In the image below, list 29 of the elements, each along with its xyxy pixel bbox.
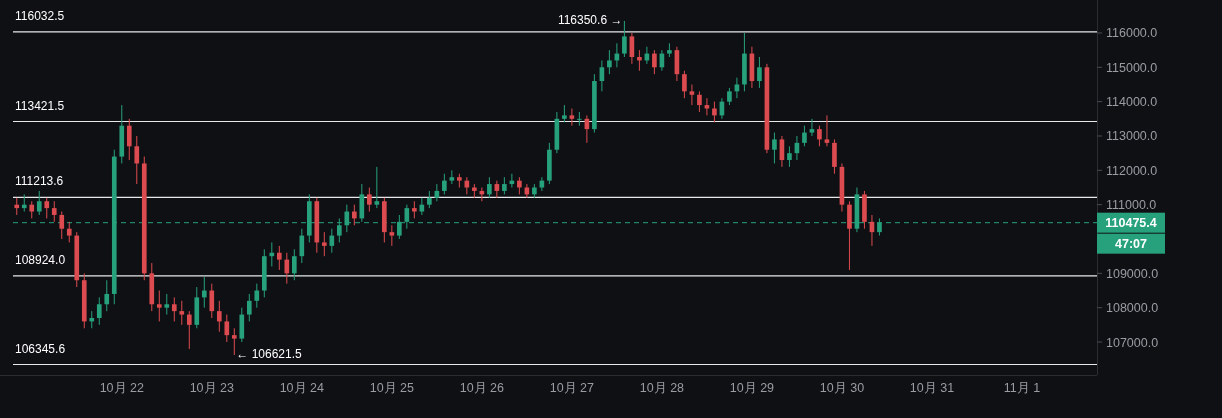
annotation: ← 106621.5	[236, 347, 303, 362]
ref-line-label: 111213.6	[15, 174, 64, 189]
y-tick-label: 108000.0	[1106, 301, 1159, 316]
x-tick-label: 10月 30	[819, 381, 865, 395]
annotation: 116350.6 →	[557, 12, 623, 27]
y-tick-label: 109000.0	[1106, 266, 1159, 281]
y-tick-label: 114000.0	[1106, 95, 1158, 110]
x-tick-label: 10月 22	[99, 381, 144, 395]
y-tick-label: 115000.0	[1106, 60, 1158, 75]
y-tick-label: 116000.0	[1106, 26, 1158, 41]
y-tick-label: 112000.0	[1106, 163, 1158, 178]
ref-line-label: 113421.5	[15, 98, 65, 113]
x-tick-label: 10月 23	[189, 381, 234, 395]
ref-line-label: 110475.4	[1105, 216, 1157, 231]
ref-line-label: 116032.5	[15, 8, 65, 23]
y-tick-label: 111000.0	[1106, 198, 1157, 213]
x-tick-label: 10月 28	[639, 381, 685, 395]
text: 47:07	[1115, 237, 1148, 252]
x-tick-label: 10月 25	[369, 381, 415, 395]
y-tick-label: 107000.0	[1106, 335, 1159, 350]
x-tick-label: 11月 1	[1003, 381, 1041, 395]
ref-line-label: 106345.6	[15, 341, 66, 356]
ref-line-label: 108924.0	[15, 252, 66, 267]
x-tick-label: 10月 26	[459, 381, 505, 395]
y-tick-label: 113000.0	[1106, 129, 1158, 144]
x-tick-label: 10月 29	[729, 381, 775, 395]
x-tick-label: 10月 31	[909, 381, 955, 395]
x-tick-label: 10月 27	[549, 381, 595, 395]
x-tick-label: 10月 24	[279, 381, 324, 395]
